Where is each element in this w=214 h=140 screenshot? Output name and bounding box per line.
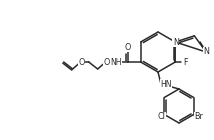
Text: HN: HN: [160, 80, 172, 88]
Text: Cl: Cl: [157, 112, 165, 121]
Text: O: O: [104, 58, 110, 66]
Text: Br: Br: [194, 112, 203, 121]
Text: N: N: [173, 38, 179, 47]
Text: O: O: [79, 58, 85, 66]
Text: N: N: [203, 47, 209, 56]
Text: NH: NH: [110, 58, 121, 66]
Text: F: F: [183, 58, 187, 66]
Text: O: O: [125, 43, 131, 52]
